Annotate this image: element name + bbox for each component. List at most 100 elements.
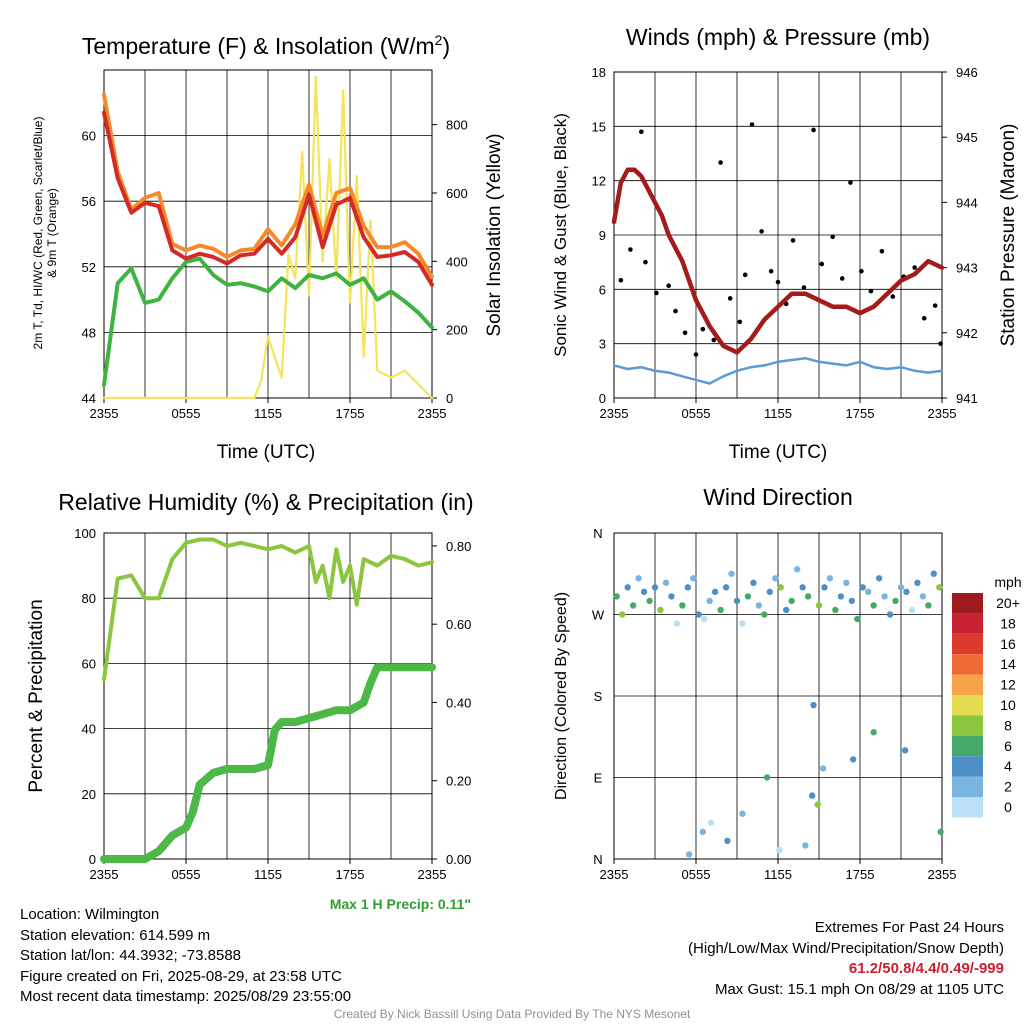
direction-point	[699, 828, 707, 836]
direction-point	[854, 615, 861, 623]
gust-point	[839, 276, 845, 281]
direction-point	[763, 774, 771, 781]
direction-point	[777, 584, 784, 591]
direction-point	[722, 584, 730, 591]
temp-y-axis-label-line2: & 9m T (Orange)	[45, 188, 59, 278]
direction-point	[881, 593, 888, 600]
gust-point	[921, 316, 927, 321]
wdir-y-tick-label: E	[594, 771, 603, 786]
direction-point	[903, 588, 910, 596]
extremes-title: Extremes For Past 24 Hours	[814, 919, 1004, 936]
direction-point	[901, 747, 909, 754]
wind-y-axis-label: Sonic Wind & Gust (Blue, Black)	[551, 113, 570, 357]
direction-point	[814, 801, 821, 808]
wdir-y-tick-label: N	[593, 526, 602, 541]
wind-y2-axis-label: Station Pressure (Maroon)	[998, 124, 1019, 347]
extremes-subtitle: (High/Low/Max Wind/Precipitation/Snow De…	[688, 939, 1004, 957]
gust-point	[801, 285, 807, 290]
temp-y-tick-label: 60	[82, 129, 96, 144]
legend-swatch	[952, 715, 983, 736]
rh-y-axis-label: Percent & Precipitation	[26, 599, 47, 792]
direction-point	[679, 602, 686, 609]
direction-point	[706, 597, 713, 605]
wind-y-tick-label: 0	[599, 391, 606, 406]
legend-label: 0	[1004, 799, 1012, 815]
wind-y2-tick-label: 946	[956, 65, 978, 80]
direction-point	[804, 593, 812, 600]
temp-y-tick-label: 56	[82, 194, 96, 209]
direction-point	[819, 765, 827, 772]
legend-label: 8	[1004, 717, 1012, 733]
legend-swatch	[952, 674, 983, 695]
legend-title: mph	[994, 574, 1021, 590]
direction-point	[684, 584, 691, 591]
direction-point	[701, 615, 708, 623]
direction-point	[629, 602, 637, 609]
wind-y-tick-label: 3	[599, 337, 606, 352]
direction-point	[750, 579, 757, 587]
wind-x-axis-label: Time (UTC)	[729, 442, 828, 463]
direction-point	[766, 588, 773, 596]
wind-x-tick-label: 2355	[928, 406, 957, 421]
rh-y-tick-label: 80	[82, 591, 96, 606]
direction-point	[783, 606, 790, 614]
gust-point	[759, 229, 764, 234]
gust-point	[932, 303, 938, 308]
wind-y-tick-label: 9	[599, 228, 606, 243]
wind-y-tick-label: 18	[592, 65, 606, 80]
direction-point	[802, 842, 809, 849]
insolation-line	[102, 75, 434, 400]
rh-line	[102, 537, 434, 682]
gust-point	[868, 288, 874, 294]
extremes-info: Extremes For Past 24 Hours (High/Low/Max…	[688, 918, 1004, 1000]
temp-y-axis-label-line1: 2m T, Td, HI/WC (Red, Green, Scarlet/Blu…	[31, 117, 45, 350]
rh-x-tick-label: 1755	[336, 867, 365, 882]
gust-point	[682, 330, 688, 336]
gust-point	[628, 247, 633, 252]
temp-chart-title: Temperature (F) & Insolation (W/m2)	[82, 32, 450, 59]
temp-y-tick-label: 44	[82, 391, 96, 406]
direction-point	[646, 597, 653, 605]
temp-x-axis-label: Time (UTC)	[217, 442, 316, 463]
temp-y2-tick-label: 0	[446, 391, 453, 406]
wdir-y-tick-label: W	[592, 608, 605, 623]
max-gust: Max Gust: 15.1 mph On 08/29 at 1105 UTC	[714, 980, 1004, 998]
direction-point	[613, 593, 620, 600]
wind-y2-tick-label: 944	[956, 195, 978, 210]
wind-y2-tick-label: 945	[956, 130, 978, 145]
gust-point	[742, 272, 748, 278]
temp-2m-line	[102, 110, 434, 287]
gust-point	[768, 268, 774, 274]
wdir-x-tick-label: 1155	[764, 867, 792, 882]
legend-label: 6	[1004, 738, 1012, 754]
figure-created: Figure created on Fri, 2025-08-29, at 23…	[20, 967, 342, 985]
gust-point	[693, 352, 699, 357]
sonic-wind-line	[612, 356, 944, 385]
direction-point	[673, 620, 681, 627]
gust-point	[859, 268, 864, 274]
direction-point	[810, 701, 817, 709]
gust-point	[775, 279, 781, 285]
direction-point	[739, 620, 746, 627]
direction-point	[859, 584, 866, 591]
gust-point	[912, 265, 917, 270]
rh-y2-tick-label: 0.80	[446, 539, 471, 554]
rh-y2-tick-label: 0.20	[446, 774, 471, 789]
direction-point	[870, 729, 877, 736]
recent-timestamp: Most recent data timestamp: 2025/08/29 2…	[20, 988, 352, 1005]
direction-point	[870, 602, 877, 609]
direction-point	[793, 566, 801, 573]
direction-point	[724, 837, 731, 845]
direction-point	[936, 584, 943, 591]
direction-point	[711, 588, 719, 596]
gust-point	[737, 319, 743, 325]
rh-y2-tick-label: 0.40	[446, 695, 471, 710]
direction-point	[843, 579, 850, 587]
wind-chart-title: Winds (mph) & Pressure (mb)	[626, 24, 930, 50]
gust-point	[879, 249, 885, 254]
temp-x-tick-label: 2355	[90, 406, 119, 421]
legend-label: 12	[1000, 677, 1016, 693]
direction-point	[897, 584, 905, 591]
wdir-x-tick-label: 0555	[682, 867, 711, 882]
pressure-line	[611, 167, 945, 355]
